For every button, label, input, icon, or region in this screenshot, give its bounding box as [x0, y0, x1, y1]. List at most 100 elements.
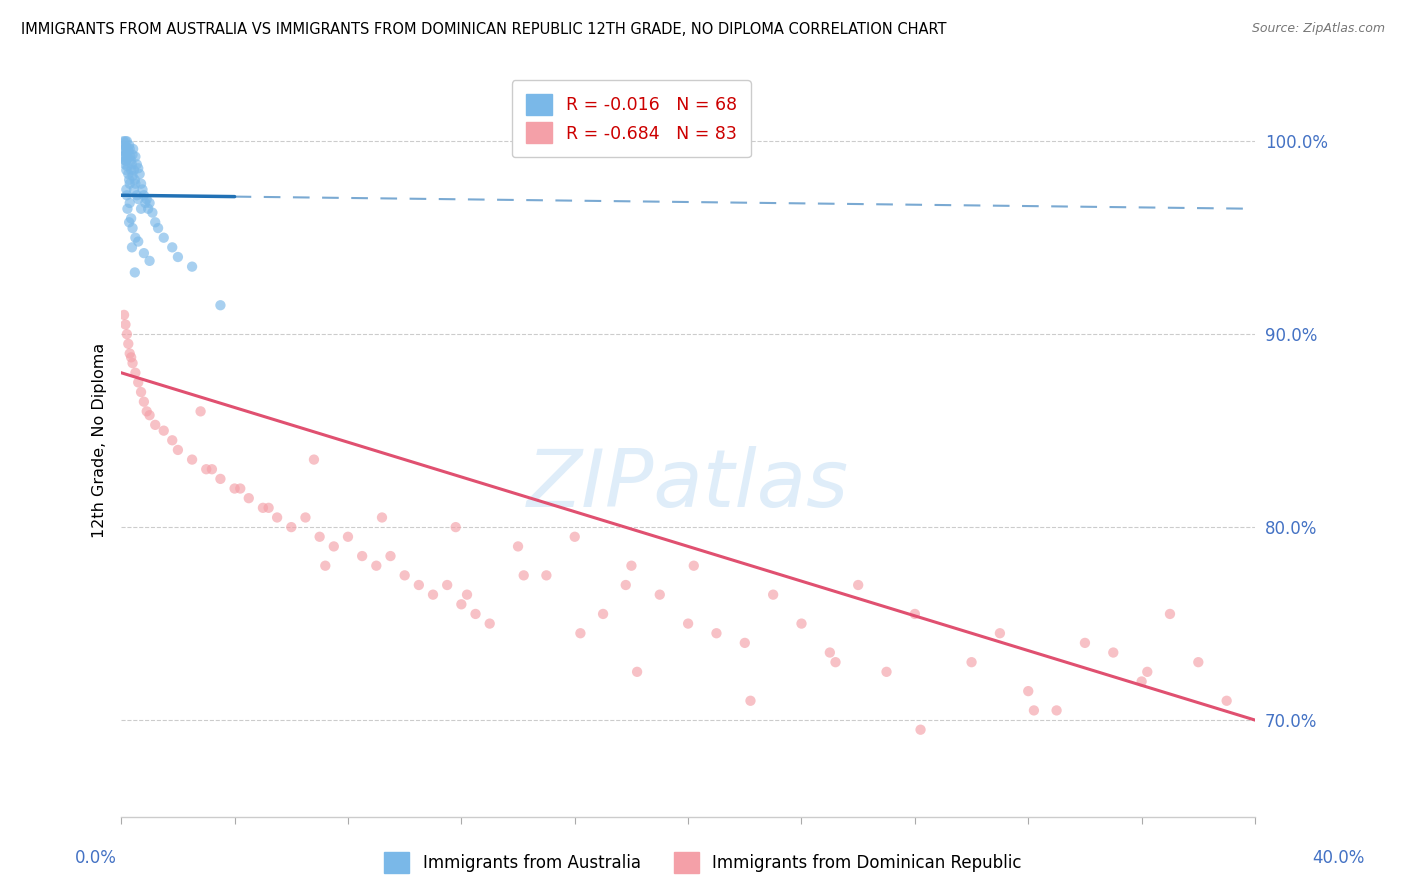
Point	[1187, 655, 1209, 669]
Point	[127, 192, 149, 206]
Point	[114, 134, 136, 148]
Point	[112, 138, 135, 153]
Point	[118, 215, 141, 229]
Point	[115, 188, 138, 202]
Point	[111, 144, 134, 158]
Point	[121, 240, 143, 254]
Point	[122, 142, 145, 156]
Point	[266, 510, 288, 524]
Point	[224, 482, 246, 496]
Point	[118, 196, 141, 211]
Point	[135, 192, 157, 206]
Text: 40.0%: 40.0%	[1312, 849, 1365, 867]
Point	[115, 163, 138, 178]
Point	[138, 408, 160, 422]
Point	[115, 182, 138, 196]
Point	[138, 253, 160, 268]
Point	[115, 145, 138, 160]
Point	[114, 157, 136, 171]
Point	[682, 558, 704, 573]
Point	[122, 163, 145, 178]
Point	[115, 134, 138, 148]
Point	[762, 588, 785, 602]
Point	[436, 578, 458, 592]
Point	[152, 230, 174, 244]
Point	[124, 230, 146, 244]
Point	[152, 424, 174, 438]
Point	[114, 142, 136, 156]
Point	[120, 153, 142, 168]
Point	[114, 147, 136, 161]
Point	[167, 442, 190, 457]
Point	[366, 558, 388, 573]
Point	[135, 404, 157, 418]
Point	[132, 246, 155, 260]
Point	[125, 157, 148, 171]
Point	[876, 665, 898, 679]
Point	[117, 202, 139, 216]
Point	[302, 452, 325, 467]
Point	[336, 530, 359, 544]
Point	[114, 153, 136, 168]
Legend: Immigrants from Australia, Immigrants from Dominican Republic: Immigrants from Australia, Immigrants fr…	[378, 846, 1028, 880]
Point	[257, 500, 280, 515]
Point	[294, 510, 316, 524]
Point	[114, 153, 136, 168]
Point	[118, 138, 141, 153]
Point	[904, 607, 927, 621]
Point	[136, 202, 159, 216]
Point	[138, 196, 160, 211]
Y-axis label: 12th Grade, No Diploma: 12th Grade, No Diploma	[93, 343, 107, 538]
Point	[132, 394, 155, 409]
Point	[117, 159, 139, 173]
Point	[314, 558, 336, 573]
Point	[124, 265, 146, 279]
Point	[131, 182, 153, 196]
Point	[394, 568, 416, 582]
Text: 0.0%: 0.0%	[75, 849, 117, 867]
Point	[512, 568, 534, 582]
Point	[121, 147, 143, 161]
Point	[181, 260, 204, 274]
Point	[252, 500, 274, 515]
Point	[614, 578, 637, 592]
Point	[132, 188, 155, 202]
Point	[118, 142, 141, 156]
Point	[450, 597, 472, 611]
Text: IMMIGRANTS FROM AUSTRALIA VS IMMIGRANTS FROM DOMINICAN REPUBLIC 12TH GRADE, NO D: IMMIGRANTS FROM AUSTRALIA VS IMMIGRANTS …	[21, 22, 946, 37]
Point	[121, 221, 143, 235]
Point	[1017, 684, 1039, 698]
Point	[112, 134, 135, 148]
Point	[464, 607, 486, 621]
Point	[115, 140, 138, 154]
Point	[592, 607, 614, 621]
Point	[824, 655, 846, 669]
Point	[143, 215, 166, 229]
Point	[1074, 636, 1097, 650]
Point	[122, 182, 145, 196]
Point	[740, 694, 762, 708]
Point	[124, 173, 146, 187]
Point	[121, 169, 143, 183]
Point	[564, 530, 586, 544]
Point	[190, 404, 212, 418]
Point	[120, 351, 142, 365]
Point	[536, 568, 558, 582]
Point	[114, 318, 136, 332]
Point	[626, 665, 648, 679]
Point	[408, 578, 430, 592]
Point	[121, 157, 143, 171]
Point	[322, 540, 344, 554]
Point	[127, 161, 149, 176]
Point	[1136, 665, 1159, 679]
Point	[124, 150, 146, 164]
Point	[120, 163, 142, 178]
Point	[115, 327, 138, 342]
Point	[112, 150, 135, 164]
Point	[195, 462, 218, 476]
Text: ZIPatlas: ZIPatlas	[527, 447, 849, 524]
Point	[128, 167, 150, 181]
Point	[444, 520, 467, 534]
Point	[124, 177, 146, 191]
Point	[506, 540, 529, 554]
